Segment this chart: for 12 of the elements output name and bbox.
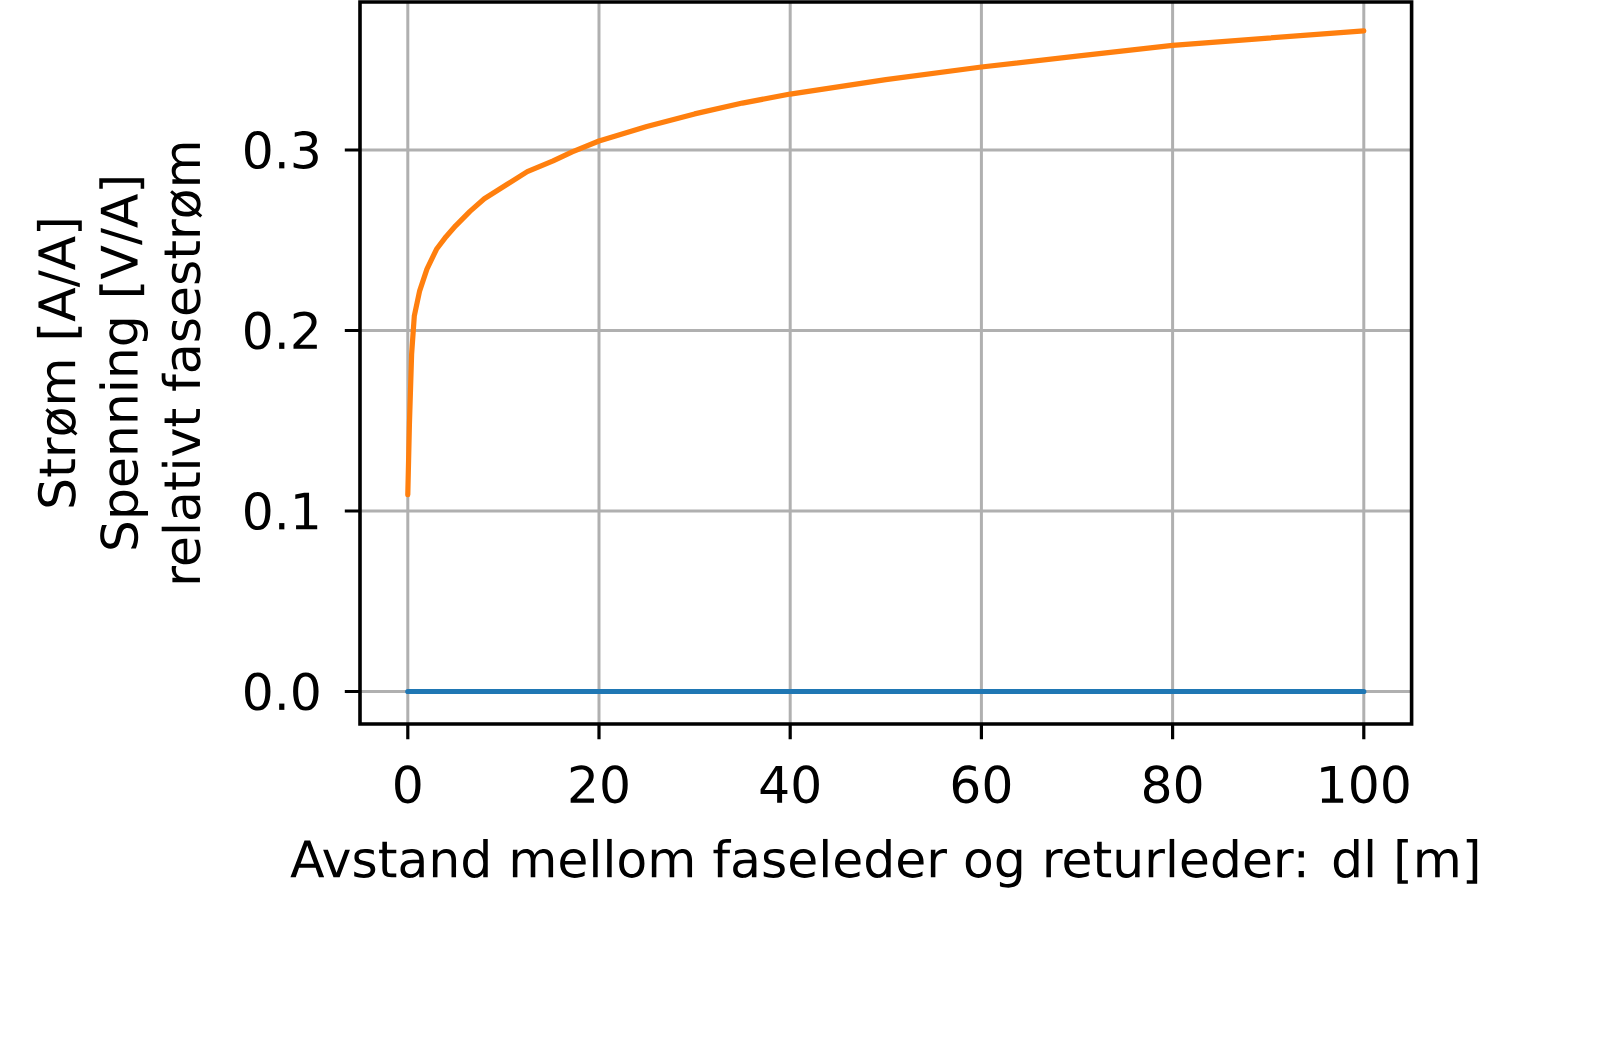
x-tick-label: 0 (395, 765, 421, 804)
x-tick-label: 80 (1143, 765, 1202, 804)
x-tick-label: 100 (1321, 765, 1409, 804)
y-tick-label: 0.1 (245, 491, 318, 531)
y-tick-label: 0.2 (245, 311, 317, 350)
x-axis-title: Avstand mellom faseleder og returleder: dl [m] (290, 838, 1478, 888)
x-tick-label: 60 (952, 765, 1011, 804)
x-tick-label: 40 (760, 765, 819, 804)
y-tick-label: 0.0 (245, 672, 319, 711)
y-axis-title: Strøm [A/A] Spenning [V/A] relativt fasestrøm (36, 143, 203, 583)
y-tick-label: 0.3 (245, 130, 318, 170)
x-tick-label: 20 (570, 765, 628, 804)
